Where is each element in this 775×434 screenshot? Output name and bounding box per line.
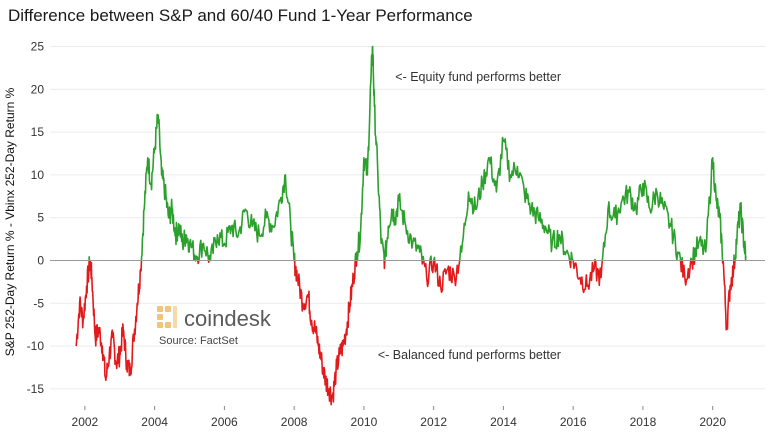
y-tick-label: 20	[31, 82, 45, 96]
series-area	[75, 45, 747, 406]
chart-title: Difference between S&P and 60/40 Fund 1-…	[8, 6, 473, 25]
y-tick-label: -10	[27, 339, 45, 353]
x-tick-label: 2014	[490, 415, 517, 429]
y-axis-title: S&P 252-Day Return % - Vbinx 252-Day Ret…	[3, 87, 17, 356]
x-tick-label: 2010	[351, 415, 378, 429]
gridlines	[50, 46, 765, 390]
x-tick-label: 2006	[211, 415, 238, 429]
source-note: Source: FactSet	[159, 335, 238, 347]
series-line-positive	[88, 45, 747, 261]
coindesk-logo-text: coindesk	[184, 306, 272, 331]
y-tick-label: 0	[37, 254, 44, 268]
y-tick-label: -5	[33, 296, 44, 310]
x-tick-label: 2008	[281, 415, 308, 429]
y-tick-label: 5	[37, 211, 44, 225]
x-tick-label: 2012	[420, 415, 447, 429]
y-tick-label: -15	[27, 382, 45, 396]
annotation-balanced: <- Balanced fund performs better	[378, 348, 561, 362]
x-tick-label: 2004	[141, 415, 168, 429]
x-tick-label: 2016	[560, 415, 587, 429]
y-tick-label: 25	[31, 40, 45, 54]
y-axis-ticks: -15 -10 -5 0 5 10 15 20 25	[27, 40, 45, 396]
coindesk-logo: coindesk	[157, 306, 272, 331]
x-tick-label: 2002	[72, 415, 99, 429]
annotation-equity: <- Equity fund performs better	[395, 70, 561, 84]
y-tick-label: 15	[31, 125, 45, 139]
y-tick-label: 10	[31, 168, 45, 182]
x-tick-label: 2018	[630, 415, 657, 429]
x-tick-label: 2020	[699, 415, 726, 429]
x-axis-ticks: 2002 2004 2006 2008 2010 2012 2014 2016 2018 2020	[72, 406, 726, 429]
coindesk-logo-icon	[157, 306, 177, 328]
